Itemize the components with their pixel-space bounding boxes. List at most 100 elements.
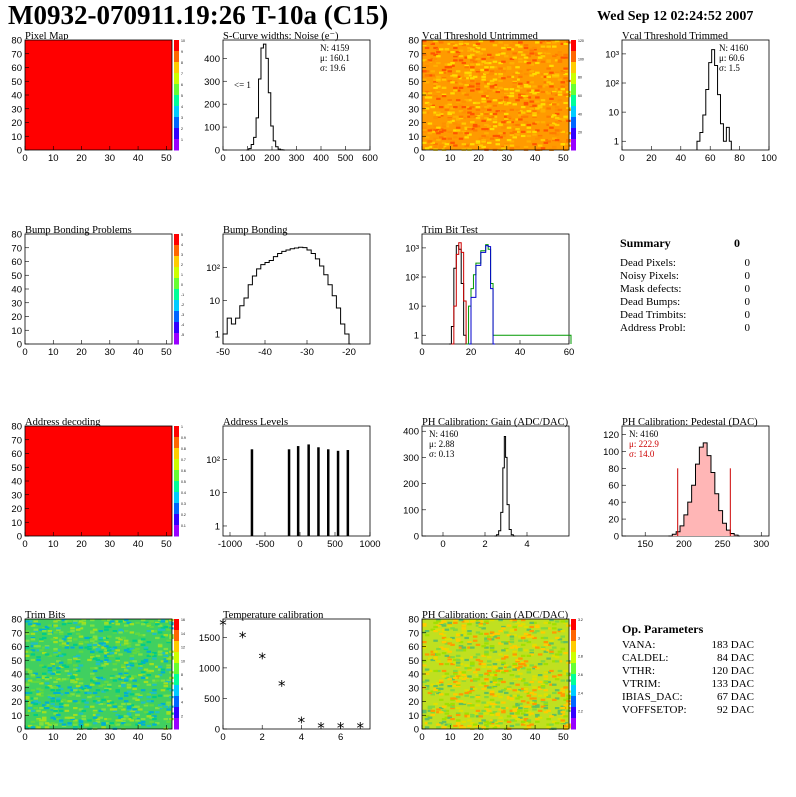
heatmap-cell <box>458 104 464 107</box>
heatmap-cell <box>53 625 58 629</box>
heatmap-cell <box>566 93 571 96</box>
heatmap-cell <box>506 75 512 78</box>
heatmap-cell <box>47 676 53 679</box>
heatmap-cell <box>455 675 461 678</box>
palette-swatch <box>571 674 576 686</box>
heatmap-cell <box>453 680 458 684</box>
heatmap-cell <box>163 620 169 623</box>
color-palette <box>174 234 179 345</box>
heatmap-cell <box>104 623 109 626</box>
heatmap-cell <box>36 701 41 704</box>
heatmap-fill <box>25 426 172 536</box>
heatmap-cell <box>458 672 464 675</box>
heatmap-cell <box>472 712 478 715</box>
heatmap-cell <box>455 661 461 664</box>
heatmap-cell <box>535 41 540 44</box>
heatmap-cell <box>458 645 464 648</box>
heatmap-cell <box>84 641 89 644</box>
heatmap-cell <box>58 700 64 703</box>
heatmap-cell <box>447 704 452 707</box>
heatmap-cell <box>47 685 53 688</box>
heatmap-cell <box>557 59 563 62</box>
ph-gain-svg: PH Calibration: Gain (ADC/DAC)0 2 40100200… <box>403 417 570 550</box>
heatmap-cell <box>53 631 58 634</box>
heatmap-cell <box>532 114 537 117</box>
heatmap-cell <box>92 638 98 641</box>
heatmap-cell <box>25 646 30 649</box>
heatmap-cell <box>160 619 166 622</box>
heatmap-cell <box>422 711 427 714</box>
heatmap-cell <box>444 709 450 712</box>
x-tick-label: 10 <box>48 153 59 164</box>
heatmap-cell <box>529 664 534 667</box>
heatmap-cell <box>33 672 39 675</box>
heatmap-cell <box>433 64 438 67</box>
heatmap-cell <box>109 654 115 657</box>
x-tick-label: 6 <box>338 732 343 743</box>
heatmap-cell <box>529 723 534 726</box>
heatmap-cell <box>98 676 104 679</box>
heatmap-cell <box>58 720 64 723</box>
heatmap-cell <box>523 649 529 652</box>
heatmap-cell <box>518 647 523 651</box>
heatmap-cell <box>478 144 484 147</box>
heatmap-cell <box>512 709 517 712</box>
scatter-point: * <box>356 719 364 737</box>
heatmap-cell <box>487 660 492 663</box>
heatmap-cell <box>104 641 109 644</box>
heatmap-cell <box>543 81 549 84</box>
y-tick-label: 1000 <box>199 663 220 674</box>
heatmap-cell <box>489 720 495 723</box>
heatmap-cell <box>87 645 92 648</box>
heatmap-cell <box>535 111 540 114</box>
heatmap-cell <box>436 53 441 56</box>
heatmap-cell <box>532 665 537 668</box>
heatmap-cell <box>123 674 129 677</box>
heatmap-cell <box>523 115 529 118</box>
palette-tick-label: 40 <box>578 112 582 116</box>
heatmap-cell <box>44 704 50 707</box>
heatmap-cell <box>554 676 560 679</box>
heatmap-cell <box>104 636 109 640</box>
heatmap-cell <box>427 41 433 44</box>
heatmap-cell <box>64 620 70 623</box>
heatmap-cell <box>436 51 441 54</box>
heatmap-cell <box>540 99 546 102</box>
heatmap-cell <box>461 671 467 674</box>
heatmap-cell <box>455 722 461 725</box>
palette-swatch <box>174 234 179 246</box>
heatmap-cell <box>67 716 72 719</box>
heatmap-cell <box>129 631 135 634</box>
heatmap-cell <box>546 621 551 624</box>
heatmap-cell <box>447 623 452 626</box>
heatmap-cell <box>532 92 537 95</box>
heatmap-cell <box>560 705 566 708</box>
heatmap-cell <box>67 694 72 697</box>
heatmap-cell <box>518 60 523 63</box>
heatmap-cell <box>484 642 489 645</box>
heatmap-cell <box>75 685 81 688</box>
heatmap-cell <box>484 68 489 72</box>
heatmap-cell <box>560 118 566 121</box>
heatmap-cell <box>506 715 512 718</box>
heatmap-cell <box>157 650 163 653</box>
stats-line: σ: 0.13 <box>429 449 455 459</box>
heatmap-cell <box>447 100 452 103</box>
heatmap-cell <box>512 668 517 671</box>
x-tick-label: 20 <box>646 153 657 164</box>
heatmap-cell <box>73 723 78 726</box>
color-palette <box>174 619 179 730</box>
heatmap-cell <box>121 718 126 721</box>
heatmap-cell <box>169 689 174 692</box>
heatmap-cell <box>501 707 506 710</box>
heatmap-cell <box>115 649 120 652</box>
heatmap-cell <box>501 46 506 50</box>
heatmap-cell <box>489 115 495 118</box>
heatmap-cell <box>475 631 481 634</box>
heatmap-cell <box>64 642 70 645</box>
palette-swatch <box>571 696 576 708</box>
heatmap-cell <box>160 679 166 682</box>
heatmap-cell <box>106 653 112 656</box>
heatmap-cell <box>44 645 50 648</box>
heatmap-cell <box>166 694 171 697</box>
